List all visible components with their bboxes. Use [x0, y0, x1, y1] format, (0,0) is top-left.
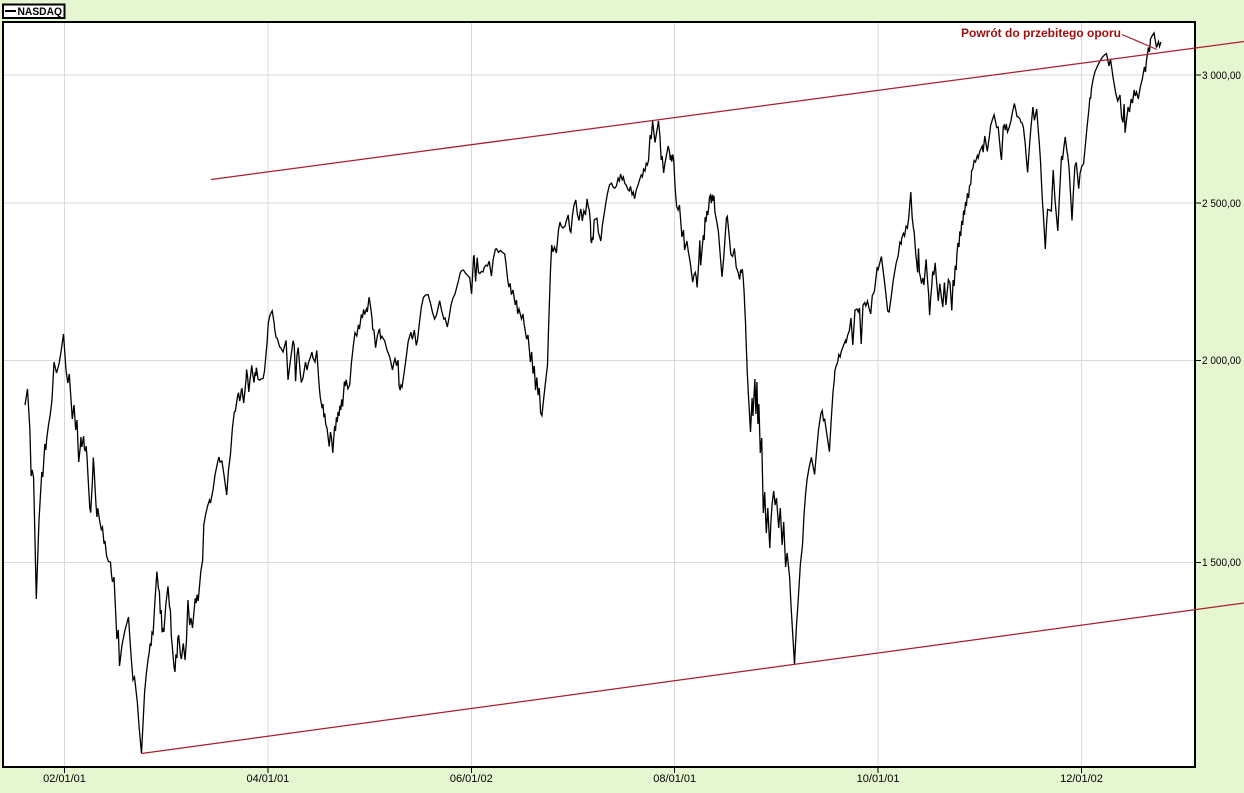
svg-text:Powrót do przebitego oporu: Powrót do przebitego oporu: [961, 26, 1121, 40]
svg-text:08/01/01: 08/01/01: [653, 773, 696, 785]
svg-text:10/01/01: 10/01/01: [857, 773, 900, 785]
svg-text:3 000,00: 3 000,00: [1202, 70, 1241, 82]
svg-text:04/01/01: 04/01/01: [246, 773, 289, 785]
svg-text:NASDAQ: NASDAQ: [18, 6, 63, 18]
svg-text:12/01/02: 12/01/02: [1060, 773, 1103, 785]
svg-text:2 000,00: 2 000,00: [1202, 355, 1241, 367]
svg-text:1 500,00: 1 500,00: [1202, 557, 1241, 569]
svg-text:06/01/02: 06/01/02: [450, 773, 493, 785]
svg-text:02/01/01: 02/01/01: [43, 773, 86, 785]
svg-text:2 500,00: 2 500,00: [1202, 198, 1241, 210]
